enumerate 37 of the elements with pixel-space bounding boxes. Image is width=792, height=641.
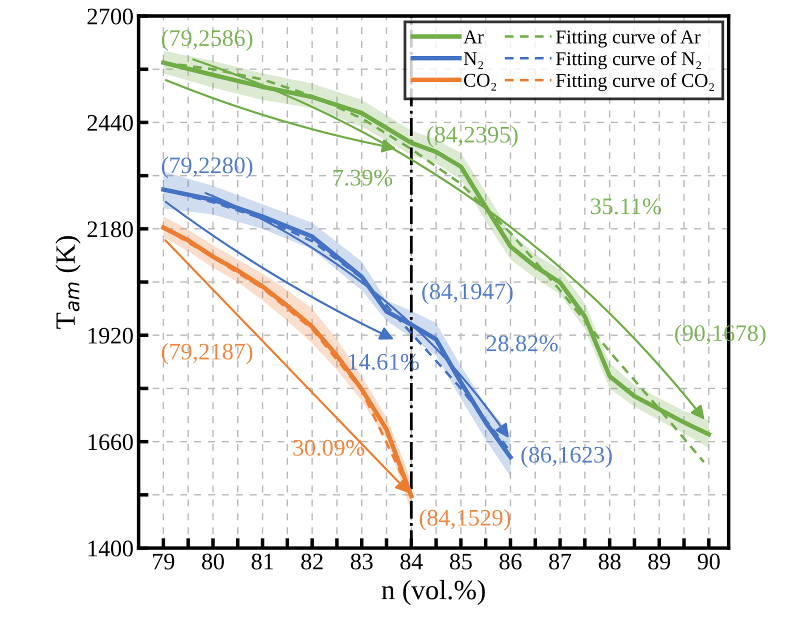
annotation: (79,2586) (162, 29, 252, 51)
annotation: (86,1623) (521, 446, 612, 468)
y-tick-label: 1400 (88, 540, 133, 556)
x-tick-label: 84 (400, 554, 423, 570)
annotation: (84,1529) (420, 509, 510, 531)
legend-label: Fitting curve of Ar (556, 30, 701, 48)
x-axis-title: n (vol.%) (382, 580, 485, 606)
y-tick-label: 2180 (88, 221, 133, 238)
legend-label: N₂ (464, 52, 484, 69)
x-tick-label: 86 (500, 554, 522, 570)
annotation: 30.09% (293, 440, 364, 456)
x-tick-label: 80 (202, 554, 224, 570)
annotation: 28.82% (486, 335, 558, 352)
y-tick-label: 2440 (88, 114, 133, 131)
x-tick-label: 88 (598, 554, 621, 570)
x-tick-label: 87 (549, 554, 572, 570)
x-tick-label: 83 (350, 554, 373, 570)
annotation: (79,2280) (162, 156, 252, 178)
y-tick-label: 2700 (88, 8, 133, 24)
x-tick-label: 79 (153, 554, 174, 570)
x-tick-label: 90 (698, 554, 720, 570)
legend-label: Ar (463, 30, 484, 44)
y-tick-label: 1920 (88, 328, 133, 344)
x-tick-label: 89 (648, 554, 670, 570)
x-tick-label: 81 (252, 554, 273, 570)
annotation: 7.39% (334, 170, 392, 186)
annotation: 35.11% (590, 198, 661, 214)
annotation: (79,2187) (162, 342, 252, 364)
legend-label: Fitting curve of N₂ (556, 51, 702, 70)
y-tick-label: 1660 (88, 434, 133, 450)
legend-label: CO₂ (464, 74, 496, 91)
y-axis-title: T$_{am}$ (K) (55, 236, 81, 329)
legend-label: Fitting curve of CO₂ (556, 73, 714, 92)
x-tick-label: 85 (450, 554, 472, 570)
x-tick-label: 82 (301, 554, 323, 570)
annotation: (84,1947) (422, 282, 513, 304)
annotation: (84,2395) (427, 126, 518, 148)
